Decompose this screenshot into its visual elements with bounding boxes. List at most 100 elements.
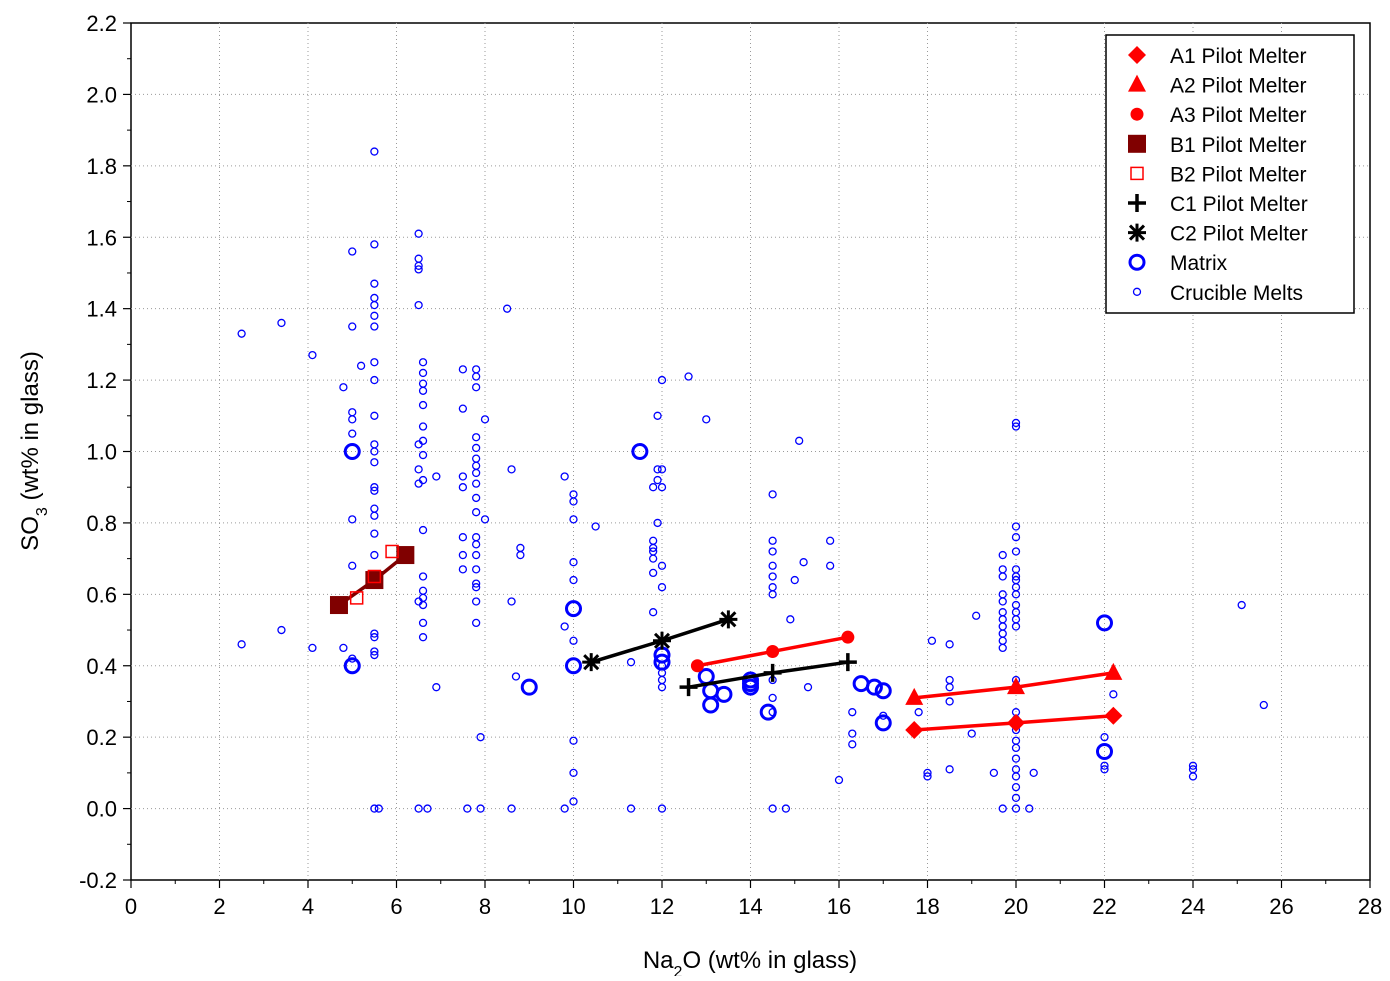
data-point-crucible-melts xyxy=(768,693,777,703)
data-point-crucible-melts xyxy=(657,561,667,570)
legend: A1 Pilot Melter A2 Pilot Melter A3 Pilot M… xyxy=(1105,34,1355,314)
data-point-a3-pilot-melter xyxy=(690,659,704,673)
data-point-crucible-melts xyxy=(1029,768,1038,778)
data-point-crucible-melts xyxy=(370,411,379,420)
legend-marker-a1-pilot-melter xyxy=(1128,46,1146,64)
data-point-crucible-melts xyxy=(370,311,379,320)
data-point-crucible-melts xyxy=(826,561,835,570)
data-point-crucible-melts xyxy=(370,629,379,638)
data-point-crucible-melts xyxy=(649,543,658,553)
data-point-matrix xyxy=(874,682,892,700)
data-point-crucible-melts xyxy=(471,565,481,574)
data-point-crucible-melts xyxy=(945,640,954,649)
data-point-crucible-melts xyxy=(480,415,490,424)
data-point-crucible-melts xyxy=(432,683,441,692)
data-point-crucible-melts xyxy=(471,550,481,560)
legend-label-a3-pilot-melter: A3 Pilot Melter xyxy=(1170,104,1307,127)
data-point-crucible-melts xyxy=(591,522,600,531)
data-point-crucible-melts xyxy=(657,483,667,492)
y-tick-label: 0.8 xyxy=(86,511,117,536)
data-point-crucible-melts xyxy=(834,775,844,785)
legend-marker-matrix xyxy=(1128,253,1146,271)
data-point-a3-pilot-melter xyxy=(841,630,855,644)
data-point-crucible-melts xyxy=(684,372,693,381)
data-point-crucible-melts xyxy=(945,765,954,774)
data-point-matrix xyxy=(631,443,649,460)
data-point-crucible-melts xyxy=(848,729,857,738)
data-point-crucible-melts xyxy=(348,429,357,438)
legend-label-b1-pilot-melter: B1 Pilot Melter xyxy=(1170,134,1307,157)
data-point-crucible-melts xyxy=(826,536,835,545)
data-point-crucible-melts xyxy=(418,436,428,445)
data-point-crucible-melts xyxy=(657,465,667,474)
data-point-a1-pilot-melter xyxy=(1104,706,1123,725)
legend-marker-a2-pilot-melter xyxy=(1128,74,1146,92)
data-point-a2-pilot-melter xyxy=(1104,662,1123,680)
series-c1-pilot-melter xyxy=(679,653,857,697)
legend-label-matrix: Matrix xyxy=(1170,252,1228,275)
x-tick-label: 8 xyxy=(479,894,491,919)
data-point-crucible-melts xyxy=(1188,772,1198,781)
data-point-crucible-melts xyxy=(370,804,379,813)
x-tick-label: 4 xyxy=(302,894,314,919)
series-c2-pilot-melter xyxy=(582,610,738,672)
x-tick-label: 18 xyxy=(915,894,939,919)
x-tick-label: 6 xyxy=(390,894,402,919)
legend-label-b2-pilot-melter: B2 Pilot Melter xyxy=(1170,163,1307,186)
data-point-crucible-melts xyxy=(569,497,578,506)
data-point-crucible-melts xyxy=(463,804,472,813)
data-point-crucible-melts xyxy=(370,650,379,660)
series-a3-pilot-melter xyxy=(690,630,855,673)
y-tick-label: 1.6 xyxy=(86,225,117,250)
data-point-crucible-melts xyxy=(1025,804,1034,813)
data-point-crucible-melts xyxy=(418,400,428,410)
data-point-crucible-melts xyxy=(1011,622,1021,631)
data-point-c1-pilot-melter xyxy=(679,678,698,697)
data-point-crucible-melts xyxy=(768,536,777,545)
data-point-crucible-melts xyxy=(414,465,423,474)
data-point-crucible-melts xyxy=(348,415,357,424)
data-point-crucible-melts xyxy=(1237,600,1246,610)
legend-label-a2-pilot-melter: A2 Pilot Melter xyxy=(1170,75,1307,98)
data-point-crucible-melts xyxy=(502,304,512,313)
data-point-crucible-melts xyxy=(569,515,578,524)
data-point-a1-pilot-melter xyxy=(905,721,924,740)
data-point-crucible-melts xyxy=(348,561,357,570)
y-tick-label: 1.8 xyxy=(86,154,117,179)
data-point-matrix xyxy=(343,657,361,675)
data-point-a1-pilot-melter xyxy=(1007,713,1025,732)
data-point-crucible-melts xyxy=(507,804,516,813)
data-point-crucible-melts xyxy=(945,697,954,706)
data-point-a3-pilot-melter xyxy=(766,644,780,658)
data-point-crucible-melts xyxy=(967,729,976,738)
data-point-crucible-melts xyxy=(471,618,481,628)
y-tick-label: 0.2 xyxy=(86,725,117,750)
data-point-crucible-melts xyxy=(657,375,667,385)
data-point-crucible-melts xyxy=(237,329,246,338)
data-point-c2-pilot-melter xyxy=(653,631,671,650)
legend-label-crucible-melts: Crucible Melts xyxy=(1170,282,1303,305)
data-point-matrix xyxy=(874,714,892,732)
data-point-crucible-melts xyxy=(1011,590,1021,599)
legend-marker-b1-pilot-melter xyxy=(1128,134,1146,153)
x-tick-label: 16 xyxy=(827,894,851,919)
data-point-crucible-melts xyxy=(649,568,658,578)
data-point-crucible-melts xyxy=(237,640,246,649)
data-point-crucible-melts xyxy=(277,318,286,328)
data-point-crucible-melts xyxy=(649,554,658,563)
series-crucible-melts xyxy=(237,147,1268,813)
data-point-crucible-melts xyxy=(471,579,481,588)
data-point-crucible-melts xyxy=(418,475,428,485)
data-point-crucible-melts xyxy=(511,672,521,681)
data-point-crucible-melts xyxy=(848,708,857,717)
data-point-crucible-melts xyxy=(1011,422,1021,431)
x-tick-label: 10 xyxy=(561,894,585,919)
data-point-matrix xyxy=(742,678,759,696)
data-point-c1-pilot-melter xyxy=(763,663,782,682)
data-point-matrix xyxy=(1096,742,1113,760)
x-tick-label: 24 xyxy=(1181,894,1205,919)
data-point-crucible-melts xyxy=(998,550,1007,560)
y-axis-title-sub: 3 xyxy=(34,507,51,516)
data-point-matrix xyxy=(343,443,361,460)
data-point-crucible-melts xyxy=(626,658,636,667)
